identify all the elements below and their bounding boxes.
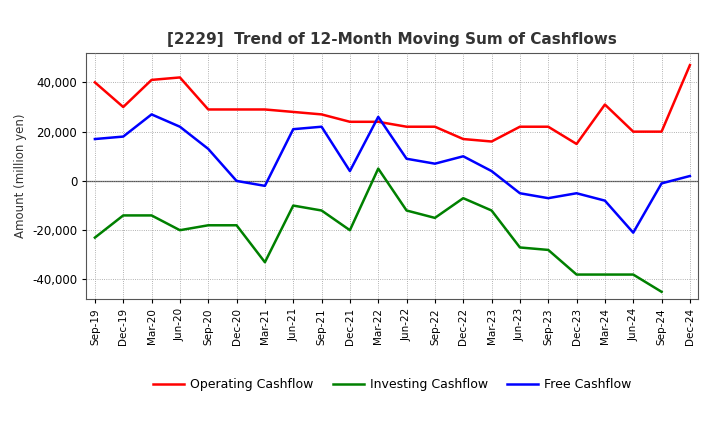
Operating Cashflow (176, 75, 184, 80)
Line: Investing Cashflow: Investing Cashflow (95, 169, 662, 292)
Investing Cashflow (289, 203, 297, 208)
Operating Cashflow (91, 80, 99, 85)
Free Cashflow (431, 161, 439, 166)
Operating Cashflow (487, 139, 496, 144)
Free Cashflow (176, 124, 184, 129)
Investing Cashflow (318, 208, 326, 213)
Free Cashflow (119, 134, 127, 139)
Investing Cashflow (402, 208, 411, 213)
Investing Cashflow (572, 272, 581, 277)
Operating Cashflow (261, 107, 269, 112)
Operating Cashflow (629, 129, 637, 134)
Investing Cashflow (629, 272, 637, 277)
Operating Cashflow (685, 62, 694, 68)
Legend: Operating Cashflow, Investing Cashflow, Free Cashflow: Operating Cashflow, Investing Cashflow, … (148, 374, 636, 396)
Free Cashflow (233, 178, 241, 183)
Investing Cashflow (261, 260, 269, 265)
Investing Cashflow (459, 195, 467, 201)
Investing Cashflow (346, 227, 354, 233)
Free Cashflow (148, 112, 156, 117)
Operating Cashflow (119, 104, 127, 110)
Line: Free Cashflow: Free Cashflow (95, 114, 690, 233)
Operating Cashflow (544, 124, 552, 129)
Operating Cashflow (402, 124, 411, 129)
Free Cashflow (318, 124, 326, 129)
Free Cashflow (91, 136, 99, 142)
Investing Cashflow (516, 245, 524, 250)
Free Cashflow (629, 230, 637, 235)
Investing Cashflow (233, 223, 241, 228)
Operating Cashflow (374, 119, 382, 125)
Investing Cashflow (374, 166, 382, 171)
Free Cashflow (289, 127, 297, 132)
Operating Cashflow (657, 129, 666, 134)
Free Cashflow (402, 156, 411, 161)
Operating Cashflow (148, 77, 156, 83)
Investing Cashflow (431, 215, 439, 220)
Investing Cashflow (544, 247, 552, 253)
Investing Cashflow (657, 289, 666, 294)
Free Cashflow (261, 183, 269, 188)
Operating Cashflow (318, 112, 326, 117)
Free Cashflow (516, 191, 524, 196)
Investing Cashflow (600, 272, 609, 277)
Investing Cashflow (176, 227, 184, 233)
Free Cashflow (572, 191, 581, 196)
Free Cashflow (685, 173, 694, 179)
Operating Cashflow (431, 124, 439, 129)
Operating Cashflow (204, 107, 212, 112)
Free Cashflow (346, 169, 354, 174)
Free Cashflow (459, 154, 467, 159)
Free Cashflow (204, 146, 212, 151)
Operating Cashflow (289, 109, 297, 114)
Line: Operating Cashflow: Operating Cashflow (95, 65, 690, 144)
Operating Cashflow (233, 107, 241, 112)
Free Cashflow (544, 195, 552, 201)
Free Cashflow (600, 198, 609, 203)
Investing Cashflow (148, 213, 156, 218)
Free Cashflow (374, 114, 382, 120)
Y-axis label: Amount (million yen): Amount (million yen) (14, 114, 27, 238)
Investing Cashflow (119, 213, 127, 218)
Investing Cashflow (487, 208, 496, 213)
Operating Cashflow (459, 136, 467, 142)
Title: [2229]  Trend of 12-Month Moving Sum of Cashflows: [2229] Trend of 12-Month Moving Sum of C… (168, 33, 617, 48)
Investing Cashflow (204, 223, 212, 228)
Operating Cashflow (600, 102, 609, 107)
Operating Cashflow (516, 124, 524, 129)
Free Cashflow (487, 169, 496, 174)
Investing Cashflow (91, 235, 99, 240)
Free Cashflow (657, 181, 666, 186)
Operating Cashflow (346, 119, 354, 125)
Operating Cashflow (572, 141, 581, 147)
